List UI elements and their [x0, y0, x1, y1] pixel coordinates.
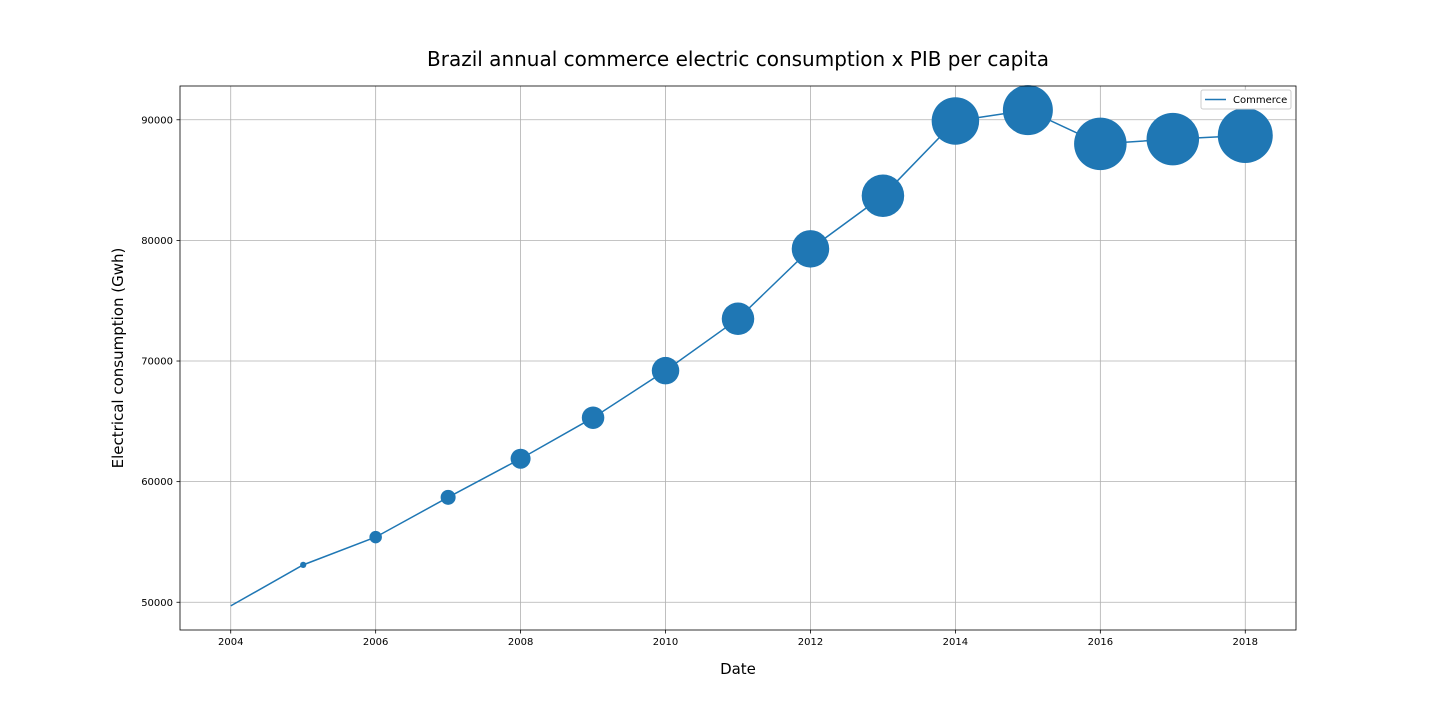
y-tick-label: 50000: [141, 598, 173, 609]
y-axis-label: Electrical consumption (Gwh): [109, 248, 127, 469]
data-point: [1146, 112, 1200, 166]
y-tick-label: 70000: [141, 357, 173, 368]
data-point: [651, 356, 680, 385]
x-tick-label: 2008: [508, 637, 533, 648]
data-point: [1217, 107, 1273, 163]
series-line: [230, 109, 1246, 607]
x-axis-ticks: 2004 2006 2008 2010 2012 2014 2016 2018: [218, 630, 1258, 648]
data-point: [931, 97, 980, 145]
legend-box: [1200, 89, 1292, 110]
series-commerce: [230, 85, 1273, 607]
x-tick-label: 2014: [943, 637, 968, 648]
data-point: [369, 530, 382, 544]
y-tick-label: 80000: [141, 236, 173, 247]
data-point: [1002, 85, 1053, 136]
data-point: [581, 406, 605, 429]
data-point: [510, 448, 531, 469]
y-tick-label: 60000: [141, 477, 173, 488]
x-tick-label: 2004: [218, 637, 243, 648]
legend-label-commerce: Commerce: [1233, 95, 1287, 106]
y-axis-ticks: 50000 60000 70000 80000 90000: [141, 115, 180, 609]
plot-frame: [179, 85, 1297, 631]
x-axis-label: Date: [720, 660, 756, 678]
x-tick-label: 2010: [653, 637, 678, 648]
data-point: [721, 302, 755, 336]
chart-title: Brazil annual commerce electric consumpt…: [427, 47, 1049, 71]
x-tick-label: 2006: [363, 637, 388, 648]
data-point: [300, 561, 307, 568]
x-tick-label: 2016: [1088, 637, 1113, 648]
data-point: [791, 230, 830, 268]
x-tick-label: 2018: [1233, 637, 1258, 648]
data-point: [861, 174, 905, 218]
data-point: [440, 489, 456, 505]
x-tick-label: 2012: [798, 637, 823, 648]
y-tick-label: 90000: [141, 115, 173, 126]
data-point: [1074, 117, 1127, 171]
legend: Commerce: [1200, 89, 1292, 110]
